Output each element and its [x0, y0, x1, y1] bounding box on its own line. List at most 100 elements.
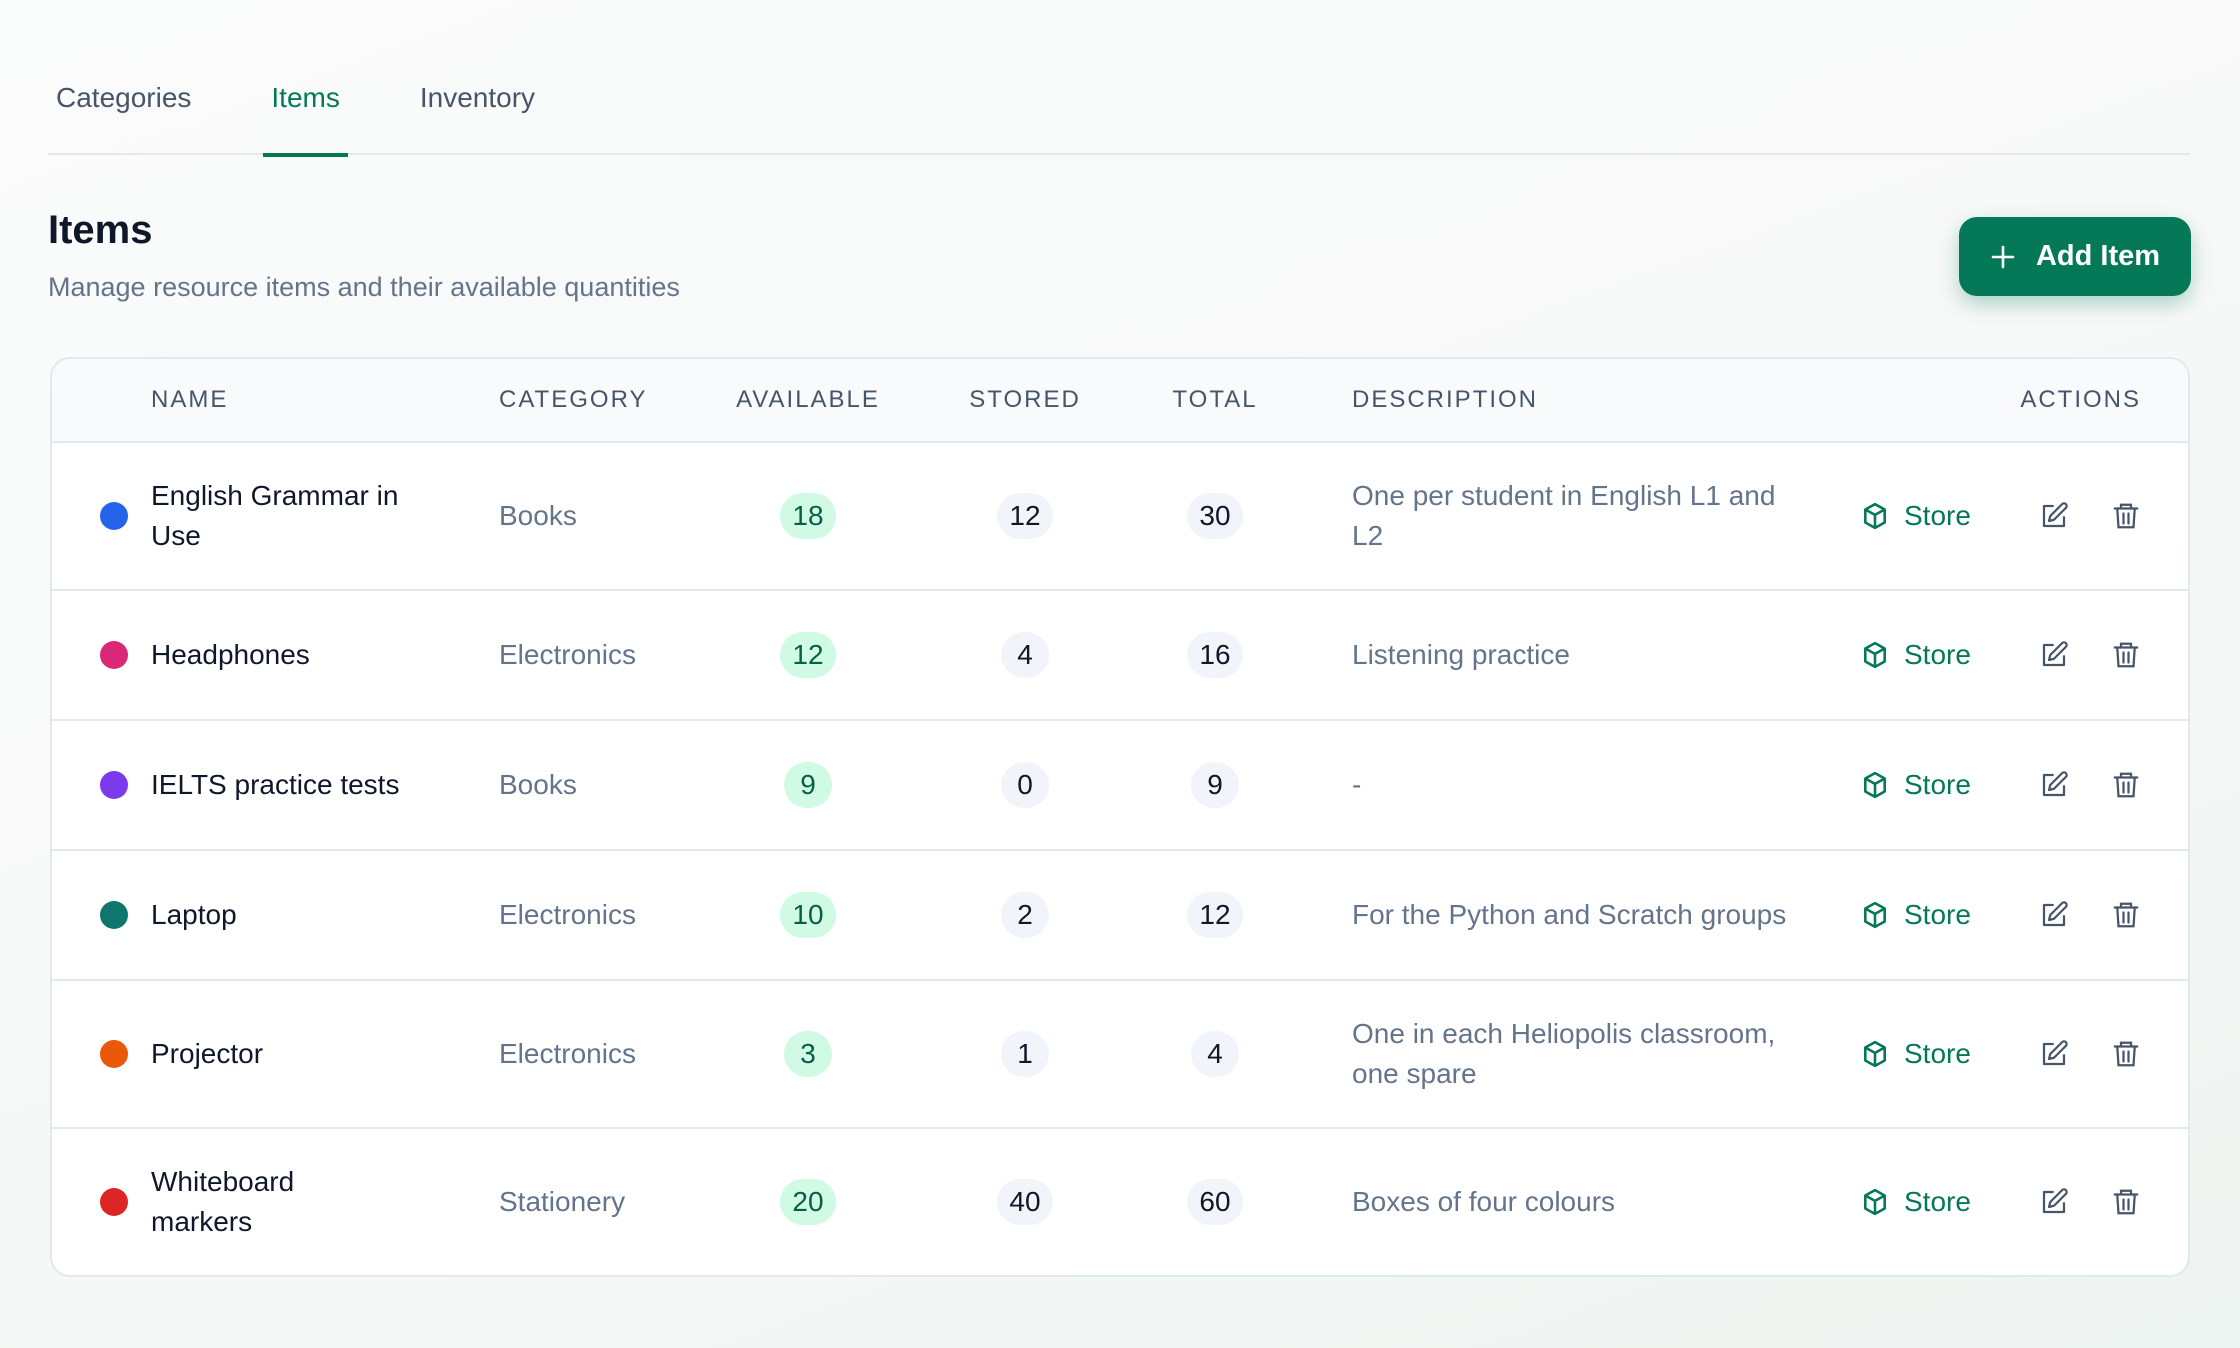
- store-button[interactable]: Store: [1862, 769, 2039, 801]
- store-label: Store: [1904, 639, 1971, 670]
- store-button[interactable]: Store: [1862, 1186, 2039, 1218]
- delete-button[interactable]: [2111, 1187, 2183, 1217]
- icon: [2042, 641, 2068, 667]
- page-title: Items: [48, 208, 153, 252]
- tab[interactable]: Items: [263, 70, 349, 157]
- count-pill: 2: [1001, 892, 1049, 938]
- icon: [2113, 642, 2139, 668]
- column-header: TOTAL: [1165, 386, 1265, 414]
- store-label: Store: [1904, 769, 1971, 800]
- tab[interactable]: Inventory: [419, 82, 536, 113]
- icon: [2042, 771, 2068, 797]
- count-pill: 12: [1187, 892, 1243, 938]
- edit-button[interactable]: [2039, 640, 2111, 670]
- delete-button[interactable]: [2111, 900, 2183, 930]
- delete-button[interactable]: [2111, 770, 2183, 800]
- store-label: Store: [1904, 1038, 1971, 1069]
- actions: Store: [1792, 500, 2188, 532]
- edit-button[interactable]: [2039, 1039, 2111, 1069]
- cube-icon: [1864, 771, 1886, 799]
- item-name: Whiteboard markers: [151, 1166, 295, 1237]
- table-row: Headphones Electronics 12 4 16 Listening prac…: [52, 589, 2188, 719]
- item-category: Electronics: [499, 639, 636, 670]
- delete-button[interactable]: [2111, 640, 2183, 670]
- item-category: Books: [499, 769, 577, 800]
- actions: Store: [1792, 639, 2188, 671]
- store-label: Store: [1904, 500, 1971, 531]
- table-row: Projector Electronics 3 1 4 One in each Helio…: [52, 979, 2188, 1127]
- item-category: Electronics: [499, 1038, 636, 1069]
- store-label: Store: [1904, 899, 1971, 930]
- column-header: DESCRIPTION: [1352, 386, 1539, 413]
- cell: 16: [1165, 632, 1265, 678]
- add-item-button[interactable]: Add Item: [1959, 217, 2191, 296]
- count-pill: 9: [1191, 762, 1239, 808]
- color-dot: [100, 502, 128, 530]
- items-table: NAME CATEGORY AVAILABLE STORED TOTAL DESCRIPT…: [50, 357, 2190, 1277]
- count-pill: 4: [1001, 632, 1049, 678]
- cell: 0: [885, 762, 1165, 808]
- delete-button[interactable]: [2111, 1039, 2183, 1069]
- column-label: STORED: [969, 386, 1081, 413]
- actions: Store: [1792, 1186, 2188, 1218]
- item-name: Projector: [151, 1038, 264, 1069]
- color-dot: [100, 641, 128, 669]
- page-subtitle: Manage resource items and their availabl…: [48, 272, 680, 302]
- item-description: Boxes of four colours: [1352, 1186, 1616, 1217]
- count-pill: 9: [784, 762, 832, 808]
- cell: 12: [885, 493, 1165, 539]
- cell: 40: [885, 1179, 1165, 1225]
- cube-icon: [1864, 641, 1886, 669]
- cell: 9: [1165, 762, 1265, 808]
- column-header: NAME: [151, 386, 229, 413]
- item-description: One in each Heliopolis classroom, one sp…: [1352, 1018, 1776, 1089]
- table-row: IELTS practice tests Books 9 0 9 - Store: [52, 719, 2188, 849]
- item-name: Headphones: [151, 639, 310, 670]
- icon: [2113, 902, 2139, 928]
- color-dot: [100, 1188, 128, 1216]
- table-row: English Grammar in Use Books 18 12 30 One per…: [52, 441, 2188, 589]
- icon: [2042, 901, 2068, 927]
- color-dot: [100, 771, 128, 799]
- item-name: IELTS practice tests: [151, 769, 400, 800]
- cube-icon: [1864, 901, 1886, 929]
- delete-button[interactable]: [2111, 501, 2183, 531]
- count-pill: 60: [1187, 1179, 1243, 1225]
- cube-icon: [1864, 1188, 1886, 1216]
- cell: 4: [1165, 1031, 1265, 1077]
- edit-button[interactable]: [2039, 1187, 2111, 1217]
- store-button[interactable]: Store: [1862, 899, 2039, 931]
- color-dot: [100, 901, 128, 929]
- tab[interactable]: Categories: [56, 82, 192, 113]
- column-header: STORED: [885, 386, 1165, 414]
- store-button[interactable]: Store: [1862, 639, 2039, 671]
- cell: 12: [731, 632, 885, 678]
- item-category: Stationery: [499, 1186, 626, 1217]
- count-pill: 20: [780, 1179, 836, 1225]
- column-label: TOTAL: [1172, 386, 1258, 413]
- edit-button[interactable]: [2039, 501, 2111, 531]
- item-description: One per student in English L1 and L2: [1352, 480, 1776, 551]
- count-pill: 12: [780, 632, 836, 678]
- tabs: Categories Items Inventory: [48, 70, 2190, 157]
- cell: 20: [731, 1179, 885, 1225]
- item-description: -: [1352, 769, 1362, 800]
- edit-button[interactable]: [2039, 900, 2111, 930]
- cube-icon: [1864, 1040, 1886, 1068]
- cell: 30: [1165, 493, 1265, 539]
- store-button[interactable]: Store: [1862, 1038, 2039, 1070]
- store-button[interactable]: Store: [1862, 500, 2039, 532]
- cell: 3: [731, 1031, 885, 1077]
- count-pill: 18: [780, 493, 836, 539]
- column-header: ACTIONS: [2020, 386, 2141, 413]
- cell: 60: [1165, 1179, 1265, 1225]
- item-category: Electronics: [499, 899, 636, 930]
- column-header: CATEGORY: [499, 386, 648, 413]
- edit-button[interactable]: [2039, 770, 2111, 800]
- count-pill: 16: [1187, 632, 1243, 678]
- item-description: Listening practice: [1352, 639, 1570, 670]
- actions: Store: [1792, 899, 2188, 931]
- icon: [2113, 503, 2139, 529]
- column-header: AVAILABLE: [731, 386, 885, 414]
